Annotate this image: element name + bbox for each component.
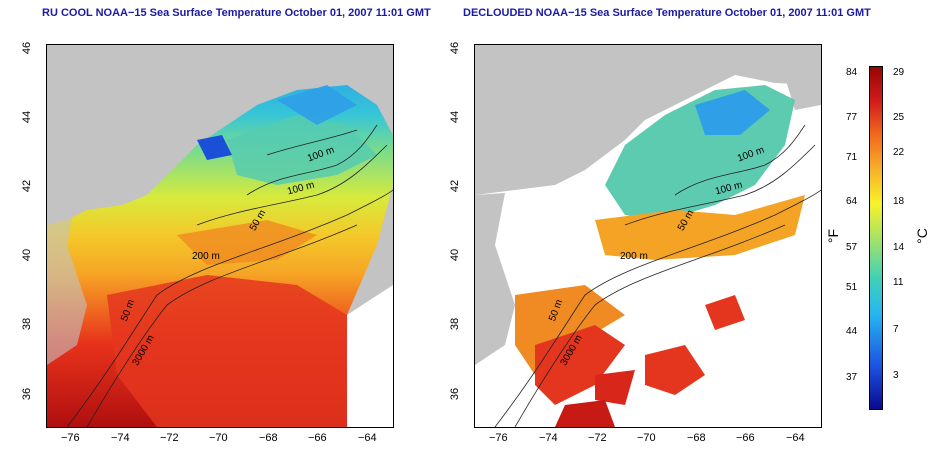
c-tick: 14 (893, 242, 905, 253)
f-tick: 51 (846, 282, 858, 293)
f-tick: 71 (846, 152, 858, 163)
f-tick: 37 (846, 372, 858, 383)
x-tick: −64 (358, 432, 377, 444)
left-map-title: RU COOL NOAA−15 Sea Surface Temperature … (42, 7, 431, 19)
y-tick: 38 (21, 317, 34, 331)
y-tick: 36 (449, 387, 462, 401)
y-tick: 38 (449, 317, 462, 331)
right-sst-map: 100 m 100 m 50 m 200 m 50 m 3000 m (474, 44, 822, 428)
c-tick: 29 (893, 67, 905, 78)
fahrenheit-unit-label: °F (825, 228, 842, 244)
c-tick: 7 (893, 324, 899, 335)
x-tick: −76 (61, 432, 80, 444)
y-tick: 44 (449, 110, 462, 124)
y-tick: 44 (21, 110, 34, 124)
temperature-colorbar (869, 66, 883, 410)
f-tick: 77 (846, 112, 858, 123)
y-tick: 42 (449, 179, 462, 193)
x-tick: −68 (687, 432, 706, 444)
c-tick: 3 (893, 370, 899, 381)
x-tick: −70 (209, 432, 228, 444)
y-tick: 40 (21, 248, 34, 262)
c-tick: 22 (893, 147, 905, 158)
contour-label-200m: 200 m (620, 251, 648, 262)
f-tick: 57 (846, 242, 858, 253)
x-tick: −66 (736, 432, 755, 444)
x-tick: −72 (160, 432, 179, 444)
x-tick: −64 (786, 432, 805, 444)
celsius-unit-label: °C (913, 228, 930, 244)
c-tick: 18 (893, 196, 905, 207)
x-tick: −68 (259, 432, 278, 444)
x-tick: −72 (588, 432, 607, 444)
c-tick: 25 (893, 112, 905, 123)
y-tick: 42 (21, 179, 34, 193)
f-tick: 84 (846, 67, 858, 78)
x-tick: −76 (489, 432, 508, 444)
contour-label-200m: 200 m (192, 251, 220, 262)
y-tick: 36 (21, 387, 34, 401)
x-tick: −70 (637, 432, 656, 444)
x-tick: −74 (111, 432, 130, 444)
y-tick: 46 (21, 41, 34, 55)
y-tick: 40 (449, 248, 462, 262)
right-map-title: DECLOUDED NOAA−15 Sea Surface Temperatur… (463, 7, 871, 19)
left-sst-map: 100 m 100 m 50 m 200 m 50 m 3000 m (46, 44, 394, 428)
f-tick: 64 (846, 196, 858, 207)
x-tick: −66 (308, 432, 327, 444)
y-tick: 46 (449, 41, 462, 55)
f-tick: 44 (846, 326, 858, 337)
x-tick: −74 (539, 432, 558, 444)
c-tick: 11 (893, 277, 904, 288)
